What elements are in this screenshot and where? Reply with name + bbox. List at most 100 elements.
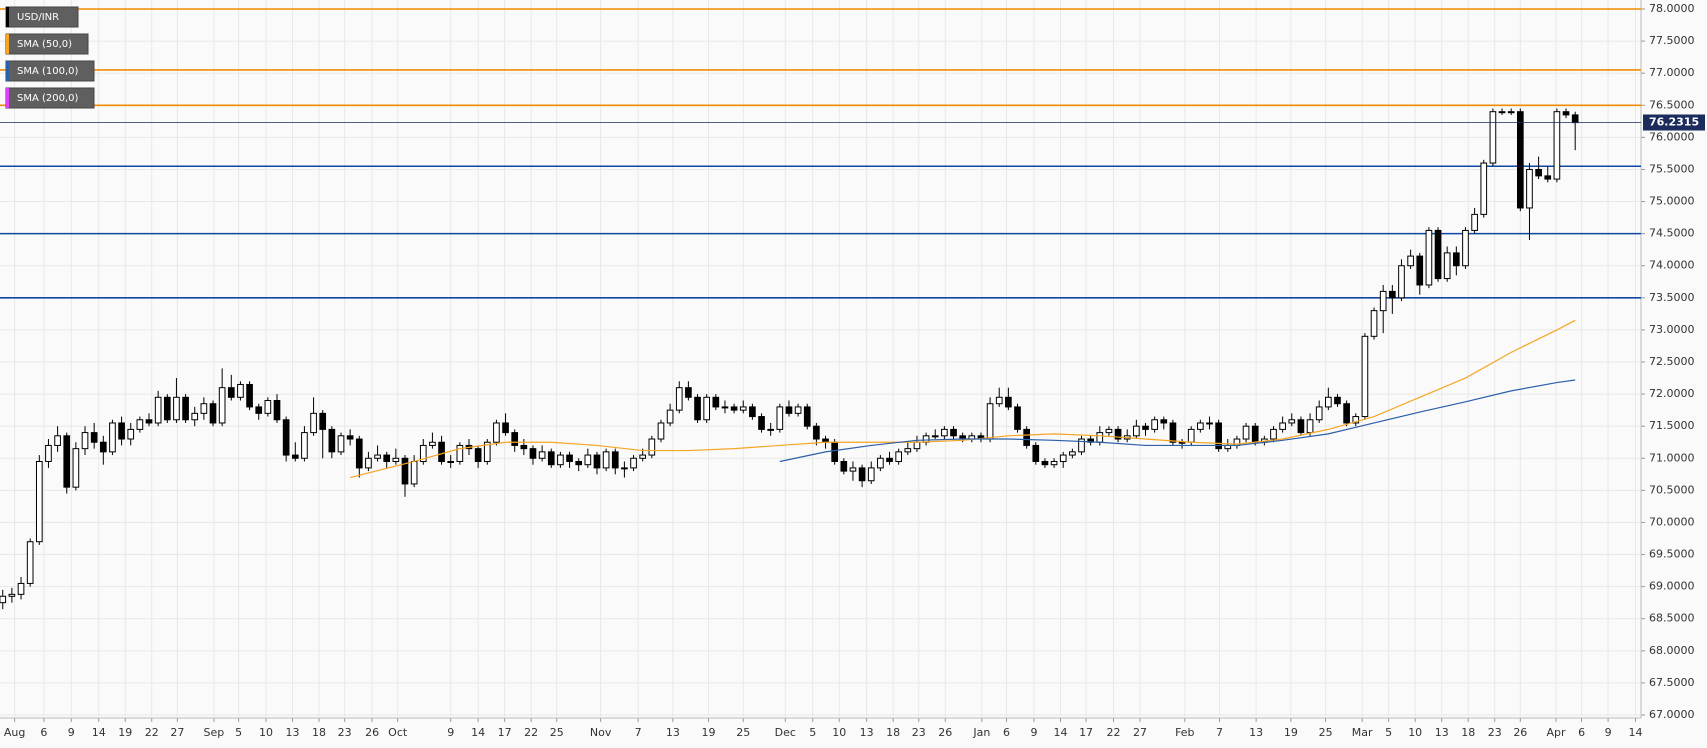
candle-body xyxy=(474,448,482,462)
candle-body xyxy=(685,387,692,398)
candle-body xyxy=(1425,229,1433,286)
candle-body xyxy=(849,467,857,472)
candle-body xyxy=(127,428,135,440)
candle-body xyxy=(493,422,500,443)
candle-body xyxy=(547,451,555,466)
candle-body xyxy=(310,412,317,434)
x-tick-label: 22 xyxy=(524,726,538,739)
candle-body xyxy=(1489,111,1497,164)
candle-body xyxy=(273,400,281,421)
candle-body xyxy=(282,419,290,456)
candle-body xyxy=(54,435,61,446)
candle-body xyxy=(1187,428,1195,443)
x-tick-label: 5 xyxy=(1385,726,1392,739)
candle-body xyxy=(566,454,573,462)
candle-body xyxy=(26,541,34,584)
x-tick-label: 27 xyxy=(170,726,184,739)
candle-body xyxy=(941,428,948,437)
candle-body xyxy=(17,582,25,595)
candle-body xyxy=(8,593,16,597)
candle-body xyxy=(794,406,802,414)
candle-body xyxy=(1270,428,1277,440)
candle-body xyxy=(1480,162,1488,215)
y-tick-label: 78.0000 xyxy=(1649,2,1695,15)
candle-body xyxy=(1516,111,1524,209)
y-tick-label: 71.0000 xyxy=(1649,451,1695,464)
x-tick-label: Aug xyxy=(4,726,25,739)
y-tick-label: 77.5000 xyxy=(1649,34,1695,47)
candle-body xyxy=(264,400,272,414)
candle-body xyxy=(1059,454,1067,462)
x-tick-label: 18 xyxy=(1461,726,1475,739)
candle-body xyxy=(1050,460,1058,466)
candle-body xyxy=(913,441,921,450)
candle-body xyxy=(886,457,893,462)
candle-body xyxy=(904,448,912,453)
candle-body xyxy=(675,387,683,411)
candle-body xyxy=(767,428,775,431)
candle-body xyxy=(1325,396,1332,408)
x-tick-label: 19 xyxy=(118,726,132,739)
candle-body xyxy=(209,403,217,424)
x-tick-label: 23 xyxy=(338,726,352,739)
candle-body xyxy=(1462,229,1469,267)
candle-body xyxy=(246,383,253,408)
candle-body xyxy=(803,406,811,427)
y-tick-label: 68.5000 xyxy=(1649,612,1695,625)
x-tick-label: 7 xyxy=(1216,726,1223,739)
x-tick-label: 25 xyxy=(1319,726,1333,739)
candle-body xyxy=(154,396,162,424)
candle-body xyxy=(355,438,363,469)
y-tick-label: 76.0000 xyxy=(1649,130,1695,143)
y-tick-label: 69.5000 xyxy=(1649,548,1695,561)
candle-body xyxy=(1434,229,1442,280)
x-tick-label: 18 xyxy=(886,726,900,739)
candle-body xyxy=(895,451,902,462)
candle-body xyxy=(419,444,427,462)
candle-body xyxy=(1279,422,1286,430)
candle-body xyxy=(182,396,189,421)
candle-body xyxy=(584,454,592,466)
candle-body xyxy=(593,454,601,469)
candle-body xyxy=(1407,255,1414,267)
candle-body xyxy=(163,396,171,421)
candle-body xyxy=(776,406,784,430)
y-tick-label: 72.0000 xyxy=(1649,387,1695,400)
candle-body xyxy=(136,419,144,430)
candle-body xyxy=(118,422,125,440)
candle-body xyxy=(1005,396,1012,408)
candle-body xyxy=(538,451,546,459)
x-tick-label: 13 xyxy=(666,726,680,739)
candle-body xyxy=(1142,425,1149,430)
x-tick-label: 10 xyxy=(259,726,273,739)
x-tick-label: 18 xyxy=(312,726,326,739)
x-tick-label: Oct xyxy=(388,726,408,739)
x-tick-label: Dec xyxy=(775,726,796,739)
x-tick-label: 23 xyxy=(912,726,926,739)
legend-label: USD/INR xyxy=(17,12,59,23)
candle-body xyxy=(237,383,244,398)
x-tick-label: 13 xyxy=(1435,726,1449,739)
x-tick-label: Nov xyxy=(590,726,612,739)
candle-body xyxy=(1288,419,1296,424)
x-tick-label: 6 xyxy=(1578,726,1585,739)
candle-body xyxy=(1014,406,1021,430)
candle-body xyxy=(867,467,875,482)
x-tick-label: 14 xyxy=(1629,726,1643,739)
x-tick-label: 26 xyxy=(1513,726,1527,739)
candle-body xyxy=(319,412,327,430)
x-tick-label: 10 xyxy=(1408,726,1422,739)
candle-body xyxy=(191,412,199,421)
y-tick-label: 67.5000 xyxy=(1649,676,1695,689)
candle-body xyxy=(1361,335,1369,418)
candle-body xyxy=(1023,428,1030,446)
candle-body xyxy=(758,416,765,430)
x-tick-label: 5 xyxy=(235,726,242,739)
candle-body xyxy=(1197,422,1204,430)
candle-body xyxy=(337,435,345,453)
candle-body xyxy=(1105,428,1113,434)
y-tick-label: 73.5000 xyxy=(1649,291,1695,304)
candle-body xyxy=(45,444,52,462)
x-tick-label: 19 xyxy=(702,726,716,739)
